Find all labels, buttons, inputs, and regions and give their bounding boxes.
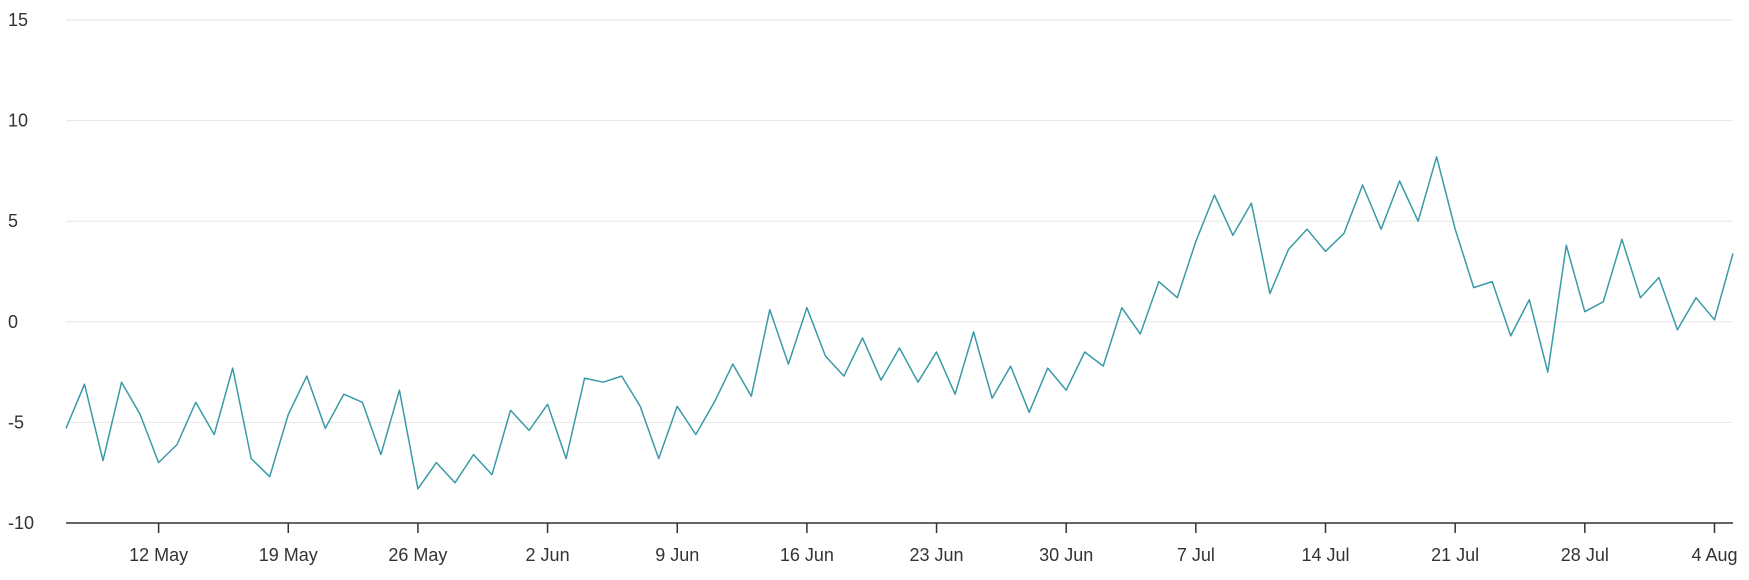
x-tick-label: 7 Jul [1177,545,1215,565]
x-tick-label: 9 Jun [655,545,699,565]
x-tick-label: 16 Jun [780,545,834,565]
x-tick-label: 28 Jul [1561,545,1609,565]
x-tick-label: 19 May [259,545,318,565]
x-tick-label: 23 Jun [910,545,964,565]
x-tick-label: 4 Aug [1691,545,1737,565]
y-axis-ticks: -10 -5 0 5 10 15 [8,10,34,533]
x-tick-label: 12 May [129,545,188,565]
series-line [65,156,1734,490]
x-tick-label: 14 Jul [1301,545,1349,565]
y-tick-label: 5 [8,211,18,231]
grid-lines [66,19,1733,423]
x-tick-label: 21 Jul [1431,545,1479,565]
series-group [65,156,1734,490]
y-tick-label: 15 [8,10,28,30]
x-tick-label: 26 May [388,545,447,565]
x-tick-label: 30 Jun [1039,545,1093,565]
x-tick-label: 2 Jun [526,545,570,565]
y-tick-label: 0 [8,312,18,332]
y-tick-label: 10 [8,111,28,131]
y-tick-label: -5 [8,412,24,432]
x-axis-ticks: 12 May 19 May 26 May 2 Jun 9 Jun 16 Jun 23 Jun… [129,523,1738,565]
y-tick-label: -10 [8,513,34,533]
